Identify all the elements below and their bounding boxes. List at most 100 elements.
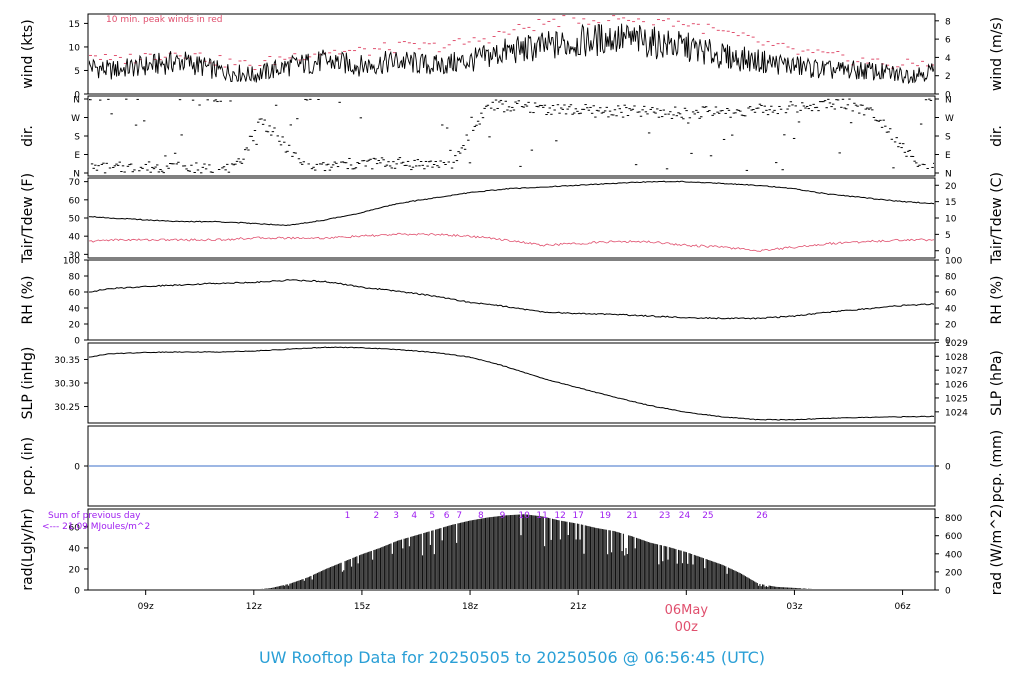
- radiation-hour-label: 1: [345, 511, 351, 521]
- plot-area: [260, 514, 812, 589]
- y-tick-label-left: 60: [69, 196, 81, 206]
- y-tick-label-left: 40: [69, 305, 81, 315]
- title-prefix: UW Rooftop Data for: [258, 648, 424, 667]
- sea-level-pressure-line: [89, 346, 934, 421]
- radiation-hour-label: 9: [500, 511, 506, 521]
- radiation-hour-label: 12: [554, 511, 565, 521]
- date-marker-hour: 00z: [675, 620, 699, 635]
- y-axis-label-left: RH (%): [20, 276, 36, 325]
- y-tick-label-left: 30.25: [54, 403, 80, 413]
- y-tick-label-left: 20: [69, 321, 81, 331]
- radiation-hour-label: 3: [393, 511, 399, 521]
- y-tick-label-left: 0: [74, 91, 80, 101]
- wind-speed-line: [89, 23, 934, 85]
- radiation-hour-label: 2: [373, 511, 379, 521]
- y-tick-label-right: W: [945, 114, 954, 124]
- y-axis-label-right: dir.: [989, 125, 1005, 147]
- y-axis-label-left: wind (kts): [20, 19, 36, 88]
- y-tick-label-right: E: [945, 151, 951, 161]
- x-tick-label: 03z: [786, 602, 802, 612]
- radiation-hour-label: 8: [478, 511, 484, 521]
- y-tick-label-left: 60: [69, 523, 81, 533]
- x-tick-label: 09z: [138, 602, 154, 612]
- panel-rh: 0 20 40 60 80 100 0 20 40 60 80 100 RH (%) RH (%): [20, 257, 1005, 347]
- radiation-hour-label: 4: [411, 511, 417, 521]
- radiation-hour-label: 24: [679, 511, 691, 521]
- y-axis-label-left: pcp. (in): [20, 437, 36, 495]
- y-axis-label-right: wind (m/s): [989, 17, 1005, 91]
- plot-area: [89, 98, 934, 174]
- panel-frame: [87, 13, 936, 95]
- y-tick-label-left: E: [74, 151, 80, 161]
- plot-area: [89, 15, 934, 85]
- y-tick-label-right: 0: [945, 587, 951, 597]
- y-tick-label-right: N: [945, 170, 952, 180]
- y-tick-label-right: 600: [945, 532, 962, 542]
- radiation-hour-label: 21: [627, 511, 638, 521]
- radiation-hour-label: 10: [518, 511, 530, 521]
- plot-area: [89, 180, 934, 252]
- y-tick-label-left: 50: [69, 215, 81, 225]
- y-tick-label-right: 4: [945, 54, 951, 64]
- x-tick-label: 21z: [570, 602, 586, 612]
- panel-frame: [87, 259, 936, 341]
- panel-frame: [87, 342, 936, 424]
- panel-frame: [87, 95, 936, 177]
- y-tick-label-right: 1028: [945, 353, 968, 363]
- panel-frame: [87, 508, 936, 591]
- radiation-hour-label: 25: [702, 511, 713, 521]
- y-tick-label-left: 30.30: [54, 380, 80, 390]
- y-tick-label-right: 10: [945, 215, 957, 225]
- y-tick-label-right: 100: [945, 257, 962, 267]
- radiation-hour-label: 5: [429, 511, 435, 521]
- y-tick-label-right: 40: [945, 305, 957, 315]
- radiation-hour-label: 19: [599, 511, 611, 521]
- x-tick-label: 18z: [462, 602, 478, 612]
- radiation-hour-label: 23: [659, 511, 670, 521]
- y-tick-label-right: 15: [945, 198, 956, 208]
- y-tick-label-right: S: [945, 133, 951, 143]
- radiation-hour-label: 11: [536, 511, 547, 521]
- y-axis-label-right: SLP (hPa): [989, 350, 1005, 416]
- y-axis-label-right: Tair/Tdew (C): [989, 172, 1005, 265]
- y-tick-label-right: 1026: [945, 381, 968, 391]
- y-axis-label-right: RH (%): [989, 276, 1005, 325]
- y-tick-label-left: N: [73, 96, 80, 106]
- x-tick-label: 15z: [354, 602, 370, 612]
- radiation-hour-label: 6: [444, 511, 450, 521]
- y-axis-label-right: rad (W/m^2): [989, 504, 1005, 595]
- y-tick-label-left: 0: [74, 587, 80, 597]
- y-tick-label-left: 30: [69, 251, 81, 261]
- y-tick-label-right: 2: [945, 72, 951, 82]
- title-to: to: [515, 648, 532, 667]
- y-tick-label-right: 60: [945, 289, 957, 299]
- wind-annotation: 10 min. peak winds in red: [106, 15, 223, 25]
- radiation-annotation-2: <--- 21.09 MJoules/m^2: [42, 522, 150, 532]
- title-tz: (UTC): [720, 648, 766, 667]
- y-tick-label-left: 5: [74, 67, 80, 77]
- plot-area: [89, 346, 934, 421]
- y-tick-label-left: 0: [74, 463, 80, 473]
- y-tick-label-right: 200: [945, 568, 962, 578]
- y-tick-label-right: 6: [945, 36, 951, 46]
- y-axis-label-left: rad(Lgly/hr): [20, 508, 36, 590]
- y-tick-label-left: 10: [69, 43, 81, 53]
- y-tick-label-right: N: [945, 96, 952, 106]
- y-tick-label-left: 30.35: [54, 356, 80, 366]
- y-tick-label-left: N: [73, 170, 80, 180]
- panel-slp: 30.25 30.30 30.35 1024 1025 1026 1027 1028 1029 S…: [20, 339, 1005, 424]
- y-tick-label-left: S: [74, 133, 80, 143]
- panel-pcp: 0 0 pcp. (in) pcp. (mm): [20, 425, 1005, 507]
- y-tick-label-right: 0: [945, 91, 951, 101]
- y-tick-label-right: 1029: [945, 339, 968, 349]
- relative-humidity-line: [89, 279, 934, 320]
- date-marker: 06May: [665, 603, 709, 618]
- x-tick-label: 12z: [246, 602, 262, 612]
- y-tick-label-left: 15: [69, 20, 80, 30]
- title-start-date: 20250505: [428, 648, 511, 667]
- y-tick-label-left: 0: [74, 337, 80, 347]
